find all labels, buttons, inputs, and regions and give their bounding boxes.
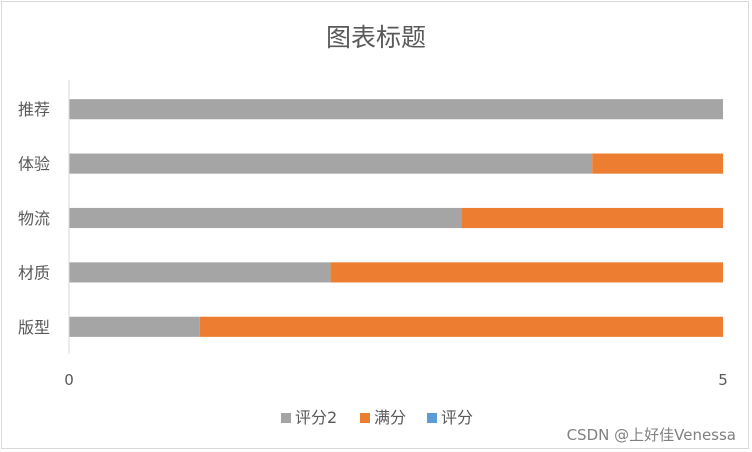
chart-title: 图表标题 xyxy=(326,23,426,52)
bar-版型-满分 xyxy=(199,316,724,337)
bar-材质-评分2 xyxy=(69,262,331,283)
legend-swatch xyxy=(281,413,291,423)
bar-体验-满分 xyxy=(592,153,723,174)
legend-label: 评分2 xyxy=(295,408,337,427)
legend-label: 评分 xyxy=(441,408,473,427)
category-label: 体验 xyxy=(18,155,50,174)
x-tick-label: 5 xyxy=(718,371,728,389)
legend-swatch xyxy=(427,413,437,423)
legend-swatch xyxy=(360,413,370,423)
bar-推荐-评分2 xyxy=(69,99,723,120)
category-label: 物流 xyxy=(18,209,50,228)
bars xyxy=(68,80,724,354)
bar-物流-评分2 xyxy=(69,207,462,229)
bar-材质-满分 xyxy=(330,262,723,283)
category-label: 推荐 xyxy=(18,100,50,119)
x-tick-label: 0 xyxy=(64,371,74,389)
bar-版型-评分2 xyxy=(69,316,200,337)
legend-label: 满分 xyxy=(374,408,406,427)
watermark: CSDN @上好佳Venessa xyxy=(567,426,736,444)
category-label: 材质 xyxy=(18,263,50,282)
bar-物流-满分 xyxy=(461,207,723,229)
legend: 评分2 满分 评分 xyxy=(281,408,473,427)
bar-体验-评分2 xyxy=(69,153,593,174)
category-label: 版型 xyxy=(18,318,50,337)
